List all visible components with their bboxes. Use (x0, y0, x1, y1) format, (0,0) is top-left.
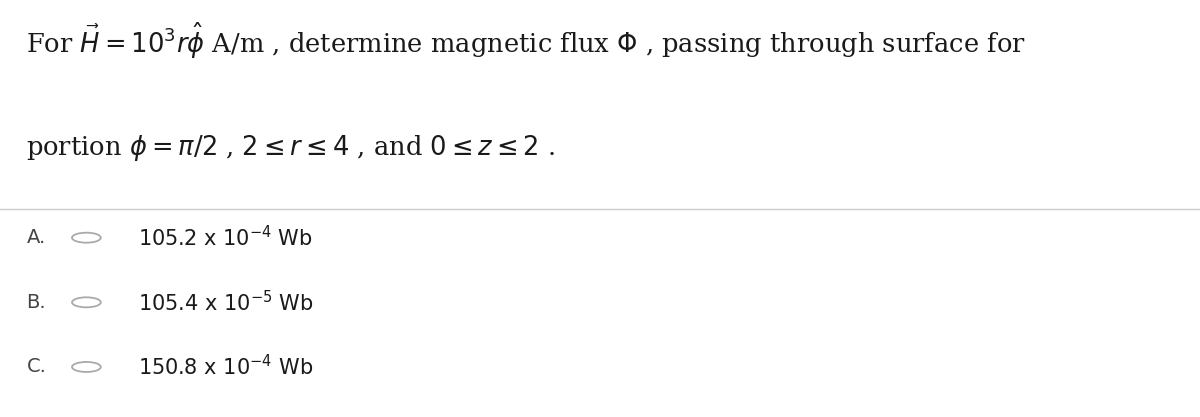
Text: B.: B. (26, 293, 46, 312)
Text: For $\vec{H} = 10^3 r\hat{\phi}$ A/m , determine magnetic flux $\Phi$ , passing : For $\vec{H} = 10^3 r\hat{\phi}$ A/m , d… (26, 21, 1026, 61)
Text: C.: C. (26, 357, 47, 377)
Text: 105.2 x 10$^{-4}$ Wb: 105.2 x 10$^{-4}$ Wb (138, 225, 312, 250)
Text: 105.4 x 10$^{-5}$ Wb: 105.4 x 10$^{-5}$ Wb (138, 290, 313, 315)
Text: 150.8 x 10$^{-4}$ Wb: 150.8 x 10$^{-4}$ Wb (138, 354, 313, 379)
Text: A.: A. (26, 228, 46, 247)
Text: portion $\phi = \pi/2$ , $2 \leq r \leq 4$ , and $0 \leq z \leq 2$ .: portion $\phi = \pi/2$ , $2 \leq r \leq … (26, 133, 556, 163)
